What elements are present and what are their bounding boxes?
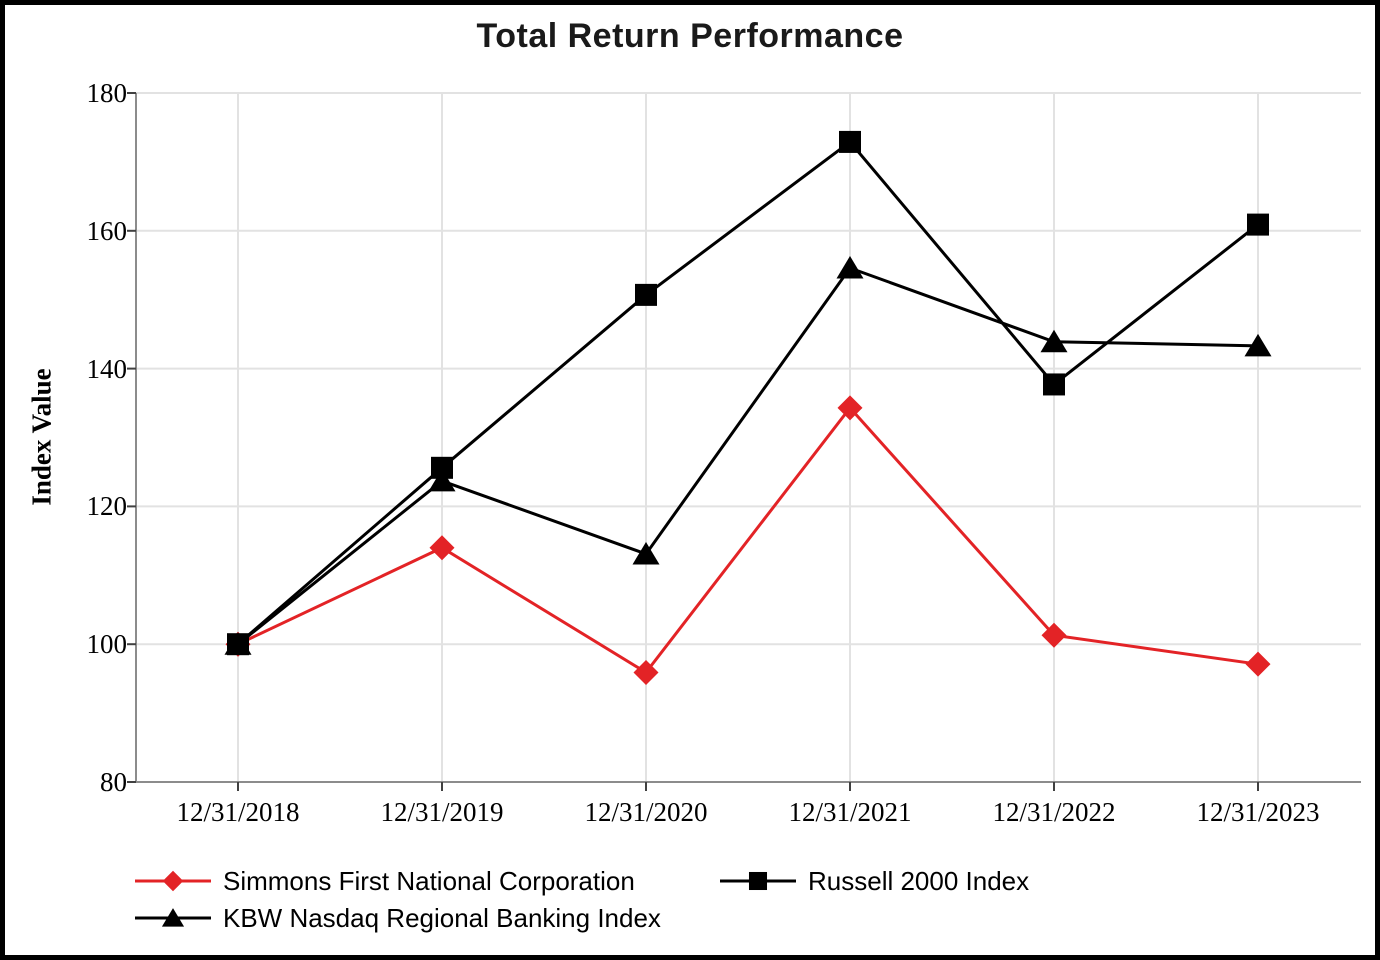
chart-canvas: [127, 92, 1361, 791]
square-icon: [1247, 213, 1269, 236]
y-axis-title: Index Value: [26, 368, 57, 506]
legend-item: Russell 2000 Index: [718, 865, 1029, 897]
legend-glyph-diamond: [135, 870, 211, 892]
square-icon: [839, 130, 861, 153]
x-tick-label: 12/31/2018: [176, 797, 300, 827]
legend-label: Simmons First National Corporation: [223, 865, 635, 896]
y-tick-label: 160: [86, 215, 128, 246]
legend-label: Russell 2000 Index: [808, 865, 1030, 896]
y-tick-label: 140: [86, 353, 128, 384]
diamond-icon: [633, 659, 659, 685]
x-tick-label: 12/31/2020: [584, 797, 708, 827]
plot-area: [127, 92, 1361, 791]
x-tick-label: 12/31/2019: [380, 797, 504, 827]
triangle-icon: [1040, 329, 1068, 353]
y-tick-label: 100: [86, 629, 128, 660]
triangle-icon: [161, 908, 185, 927]
diamond-icon: [1245, 651, 1271, 677]
series-line-3: [237, 266, 1259, 646]
square-icon: [748, 871, 768, 891]
triangle-icon: [1244, 333, 1272, 357]
chart-title: Total Return Performance: [476, 17, 904, 55]
diamond-icon: [162, 870, 184, 892]
series-line-1: [237, 405, 1259, 675]
triangle-icon: [836, 256, 864, 279]
series-line-2: [237, 139, 1259, 646]
legend: Simmons First National Corporation Russel…: [133, 865, 1029, 934]
triangle-icon: [428, 468, 456, 492]
legend-item: KBW Nasdaq Regional Banking Index: [133, 902, 718, 934]
legend-glyph-triangle: [135, 908, 211, 927]
square-icon: [431, 456, 453, 479]
diamond-icon: [1041, 622, 1067, 648]
y-tick-label: 80: [100, 767, 127, 797]
legend-glyph-square: [720, 871, 796, 891]
square-icon: [1043, 373, 1065, 396]
x-tick-label: 12/31/2023: [1196, 797, 1320, 827]
diamond-icon: [429, 535, 455, 561]
legend-item: Simmons First National Corporation: [133, 865, 718, 897]
x-tick-label: 12/31/2021: [788, 797, 912, 827]
triangle-icon: [632, 541, 660, 565]
y-tick-label: 120: [86, 491, 128, 522]
legend-label: KBW Nasdaq Regional Banking Index: [223, 902, 661, 933]
y-tick-label: 180: [86, 78, 128, 108]
diamond-icon: [837, 395, 863, 421]
x-tick-label: 12/31/2022: [992, 797, 1116, 827]
square-icon: [227, 633, 249, 656]
square-icon: [635, 283, 657, 306]
